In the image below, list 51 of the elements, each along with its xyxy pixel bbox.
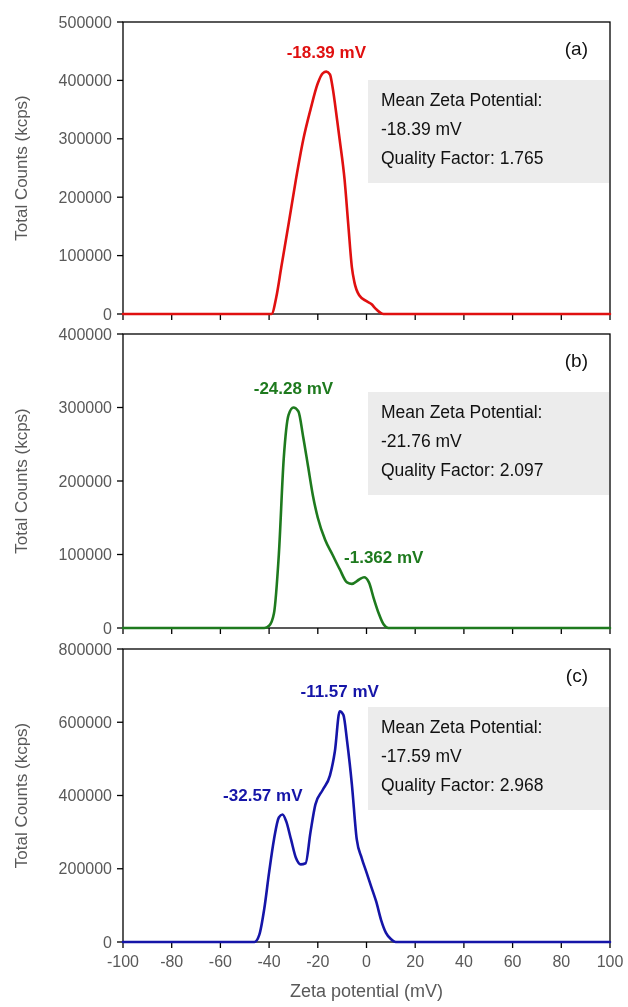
annotation: Mean Zeta Potential: [381,90,543,110]
x-tick-label: 60 [503,953,522,970]
y-tick-label: 600000 [58,713,113,731]
x-tick-label: 0 [362,953,372,970]
y-axis-title: Total Counts (kcps) [12,95,31,241]
annotation: (b) [564,350,588,371]
annotation: -24.28 mV [253,378,334,398]
x-tick-label: -100 [106,953,140,970]
y-tick-label: 400000 [58,787,113,805]
line-series [121,406,612,630]
annotation: -1.362 mV [344,548,425,568]
annotation: Quality Factor: 1.765 [381,148,544,168]
annotation: -18.39 mV [286,42,367,62]
annotation: -32.57 mV [223,785,304,805]
x-tick-label: 20 [406,953,425,970]
x-tick-label: 40 [455,953,473,970]
x-tick-label: -20 [306,953,330,970]
y-tick-label: 100000 [58,247,113,265]
annotation: (c) [565,665,588,686]
y-tick-label: 500000 [58,13,113,31]
y-tick-label: 200000 [58,188,113,206]
x-tick-label: 100 [596,953,624,970]
y-tick-label: 800000 [58,640,113,658]
y-tick-label: 0 [103,619,113,637]
y-tick-label: 100000 [58,546,113,564]
annotation: -21.76 mV [381,431,463,451]
y-tick-label: 400000 [58,325,113,343]
annotation: Quality Factor: 2.097 [381,460,544,480]
annotation: (a) [564,38,588,59]
x-tick-label: 80 [552,953,571,970]
x-tick-label: -40 [257,953,281,970]
annotation: -18.39 mV [381,119,463,139]
annotation: Mean Zeta Potential: [381,402,543,422]
x-tick-label: -80 [160,953,184,970]
y-tick-label: 0 [103,305,113,323]
y-tick-label: 0 [103,933,113,951]
y-tick-label: 400000 [58,72,113,89]
y-tick-label: 300000 [58,399,113,417]
y-axis-title: Total Counts (kcps) [12,408,31,554]
y-tick-label: 200000 [58,860,113,878]
line-series [121,709,612,944]
y-tick-label: 200000 [58,472,113,490]
annotation: -11.57 mV [300,682,380,702]
line-series [121,70,612,316]
x-tick-label: -60 [208,953,233,970]
annotation: Quality Factor: 2.968 [381,775,544,795]
annotation: Mean Zeta Potential: [381,717,543,737]
x-axis-title: Zeta potential (mV) [289,981,444,1001]
y-axis-title: Total Counts (kcps) [12,722,31,869]
annotation: -17.59 mV [381,746,463,766]
y-tick-label: 300000 [58,130,113,148]
